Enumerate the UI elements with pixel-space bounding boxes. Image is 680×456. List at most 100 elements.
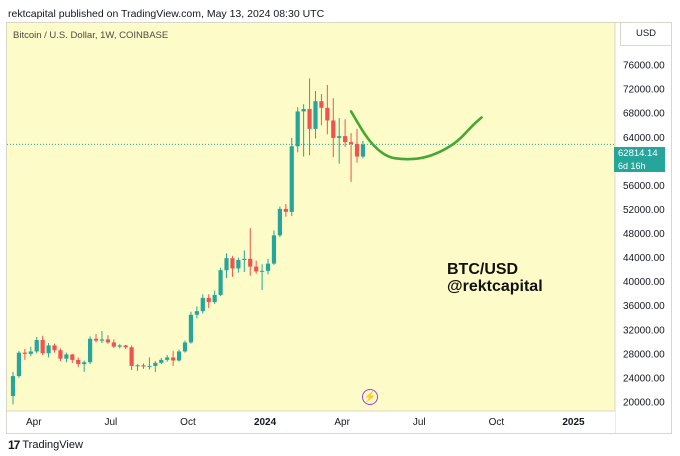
candle-body bbox=[360, 144, 366, 157]
candle-body bbox=[254, 266, 259, 272]
y-tick-label: 68000.00 bbox=[623, 109, 665, 120]
candle-body bbox=[313, 101, 318, 129]
tradingview-logo-icon: 17 bbox=[8, 438, 20, 452]
x-tick-label: Jul bbox=[413, 417, 426, 428]
y-tick-label: 52000.00 bbox=[623, 205, 665, 216]
y-tick-label: 20000.00 bbox=[623, 397, 665, 408]
y-tick-label: 76000.00 bbox=[623, 61, 665, 72]
candle-body bbox=[40, 340, 45, 354]
candle-body bbox=[236, 260, 241, 269]
candle-body bbox=[165, 357, 170, 360]
candle-body bbox=[34, 340, 39, 352]
candle-body bbox=[70, 354, 75, 360]
candle-body bbox=[88, 338, 93, 363]
footer: 17 TradingView bbox=[8, 438, 83, 452]
candle-body bbox=[123, 345, 128, 348]
price-chart[interactable]: 80000.0076000.0072000.0068000.0064000.00… bbox=[7, 23, 671, 433]
candle-body bbox=[93, 338, 99, 341]
candle-body bbox=[271, 235, 277, 264]
y-tick-label: 36000.00 bbox=[623, 301, 665, 312]
x-tick-label: 2024 bbox=[254, 417, 277, 428]
candle-body bbox=[331, 120, 336, 138]
plot-background bbox=[7, 23, 615, 411]
candle-body bbox=[348, 142, 354, 144]
candle-body bbox=[76, 359, 81, 365]
x-tick-label: Apr bbox=[334, 417, 350, 428]
candle-body bbox=[188, 314, 194, 343]
x-tick-label: Apr bbox=[26, 417, 42, 428]
candle-body bbox=[218, 270, 223, 295]
candle-body bbox=[82, 362, 87, 365]
candle-body bbox=[16, 352, 22, 377]
currency-selector[interactable]: USD bbox=[620, 23, 671, 46]
candle-body bbox=[307, 109, 312, 129]
candle-body bbox=[58, 350, 63, 359]
candle-body bbox=[147, 365, 152, 367]
candle-body bbox=[194, 311, 199, 315]
candle-body bbox=[295, 111, 300, 147]
last-price-value: 62814.14 bbox=[618, 148, 658, 159]
candle-body bbox=[260, 270, 265, 272]
footer-brand: TradingView bbox=[22, 439, 83, 451]
y-tick-label: 72000.00 bbox=[623, 85, 665, 96]
watermark-line-pair: BTC/USD bbox=[447, 261, 519, 278]
x-tick-label: Jul bbox=[104, 417, 117, 428]
candle-body bbox=[343, 136, 348, 143]
candle-body bbox=[159, 359, 164, 363]
candle-body bbox=[28, 351, 33, 354]
candle-body bbox=[277, 208, 282, 236]
candle-body bbox=[206, 297, 211, 303]
last-price-badge: 62814.14 6d 16h bbox=[614, 147, 665, 172]
chart-watermark-text: BTC/USD @rektcapital bbox=[447, 261, 543, 295]
candle-body bbox=[212, 294, 217, 303]
publisher-header: rektcapital published on TradingView.com… bbox=[8, 8, 325, 20]
candle-body bbox=[283, 208, 288, 212]
y-tick-label: 56000.00 bbox=[623, 181, 665, 192]
candle-body bbox=[99, 339, 105, 341]
candle-body bbox=[129, 347, 134, 366]
bar-countdown: 6d 16h bbox=[618, 161, 646, 171]
y-tick-label: 44000.00 bbox=[623, 253, 665, 264]
y-tick-label: 40000.00 bbox=[623, 277, 665, 288]
symbol-label: Bitcoin / U.S. Dollar, 1W, COINBASE bbox=[13, 30, 169, 41]
candle-body bbox=[64, 354, 69, 359]
candle-body bbox=[200, 297, 205, 312]
y-tick-label: 64000.00 bbox=[623, 133, 665, 144]
candle-body bbox=[135, 365, 140, 367]
candle-body bbox=[265, 263, 271, 271]
price-axis bbox=[615, 23, 671, 433]
candle-body bbox=[242, 258, 247, 261]
candle-body bbox=[176, 351, 182, 361]
y-tick-label: 48000.00 bbox=[623, 229, 665, 240]
x-tick-label: Oct bbox=[180, 417, 196, 428]
candle-body bbox=[337, 136, 342, 138]
chart-frame[interactable]: 80000.0076000.0072000.0068000.0064000.00… bbox=[6, 22, 672, 434]
candle-body bbox=[52, 345, 57, 351]
x-tick-label: Oct bbox=[489, 417, 505, 428]
y-tick-label: 28000.00 bbox=[623, 349, 665, 360]
y-tick-label: 32000.00 bbox=[623, 325, 665, 336]
candle-body bbox=[230, 258, 235, 269]
candle-body bbox=[325, 107, 330, 121]
candle-body bbox=[22, 352, 27, 354]
candle-body bbox=[46, 345, 51, 354]
x-tick-label: 2025 bbox=[562, 417, 585, 428]
time-axis bbox=[7, 411, 615, 433]
candle-body bbox=[111, 342, 116, 347]
watermark-line-author: @rektcapital bbox=[447, 278, 543, 295]
y-tick-label: 24000.00 bbox=[623, 373, 665, 384]
annotation-curve bbox=[349, 110, 483, 161]
candle-body bbox=[171, 357, 176, 361]
lightning-bolt-icon[interactable]: ⚡ bbox=[362, 389, 378, 405]
candle-body bbox=[289, 146, 294, 212]
candle-body bbox=[141, 365, 146, 367]
candle-body bbox=[10, 376, 16, 396]
candle-body bbox=[248, 258, 253, 267]
candle-body bbox=[319, 101, 324, 108]
candle-body bbox=[182, 342, 188, 352]
candle-body bbox=[153, 362, 158, 366]
candle-body bbox=[224, 258, 229, 271]
candle-body bbox=[301, 109, 306, 112]
candle-body bbox=[105, 339, 110, 343]
candle-body bbox=[117, 345, 122, 347]
